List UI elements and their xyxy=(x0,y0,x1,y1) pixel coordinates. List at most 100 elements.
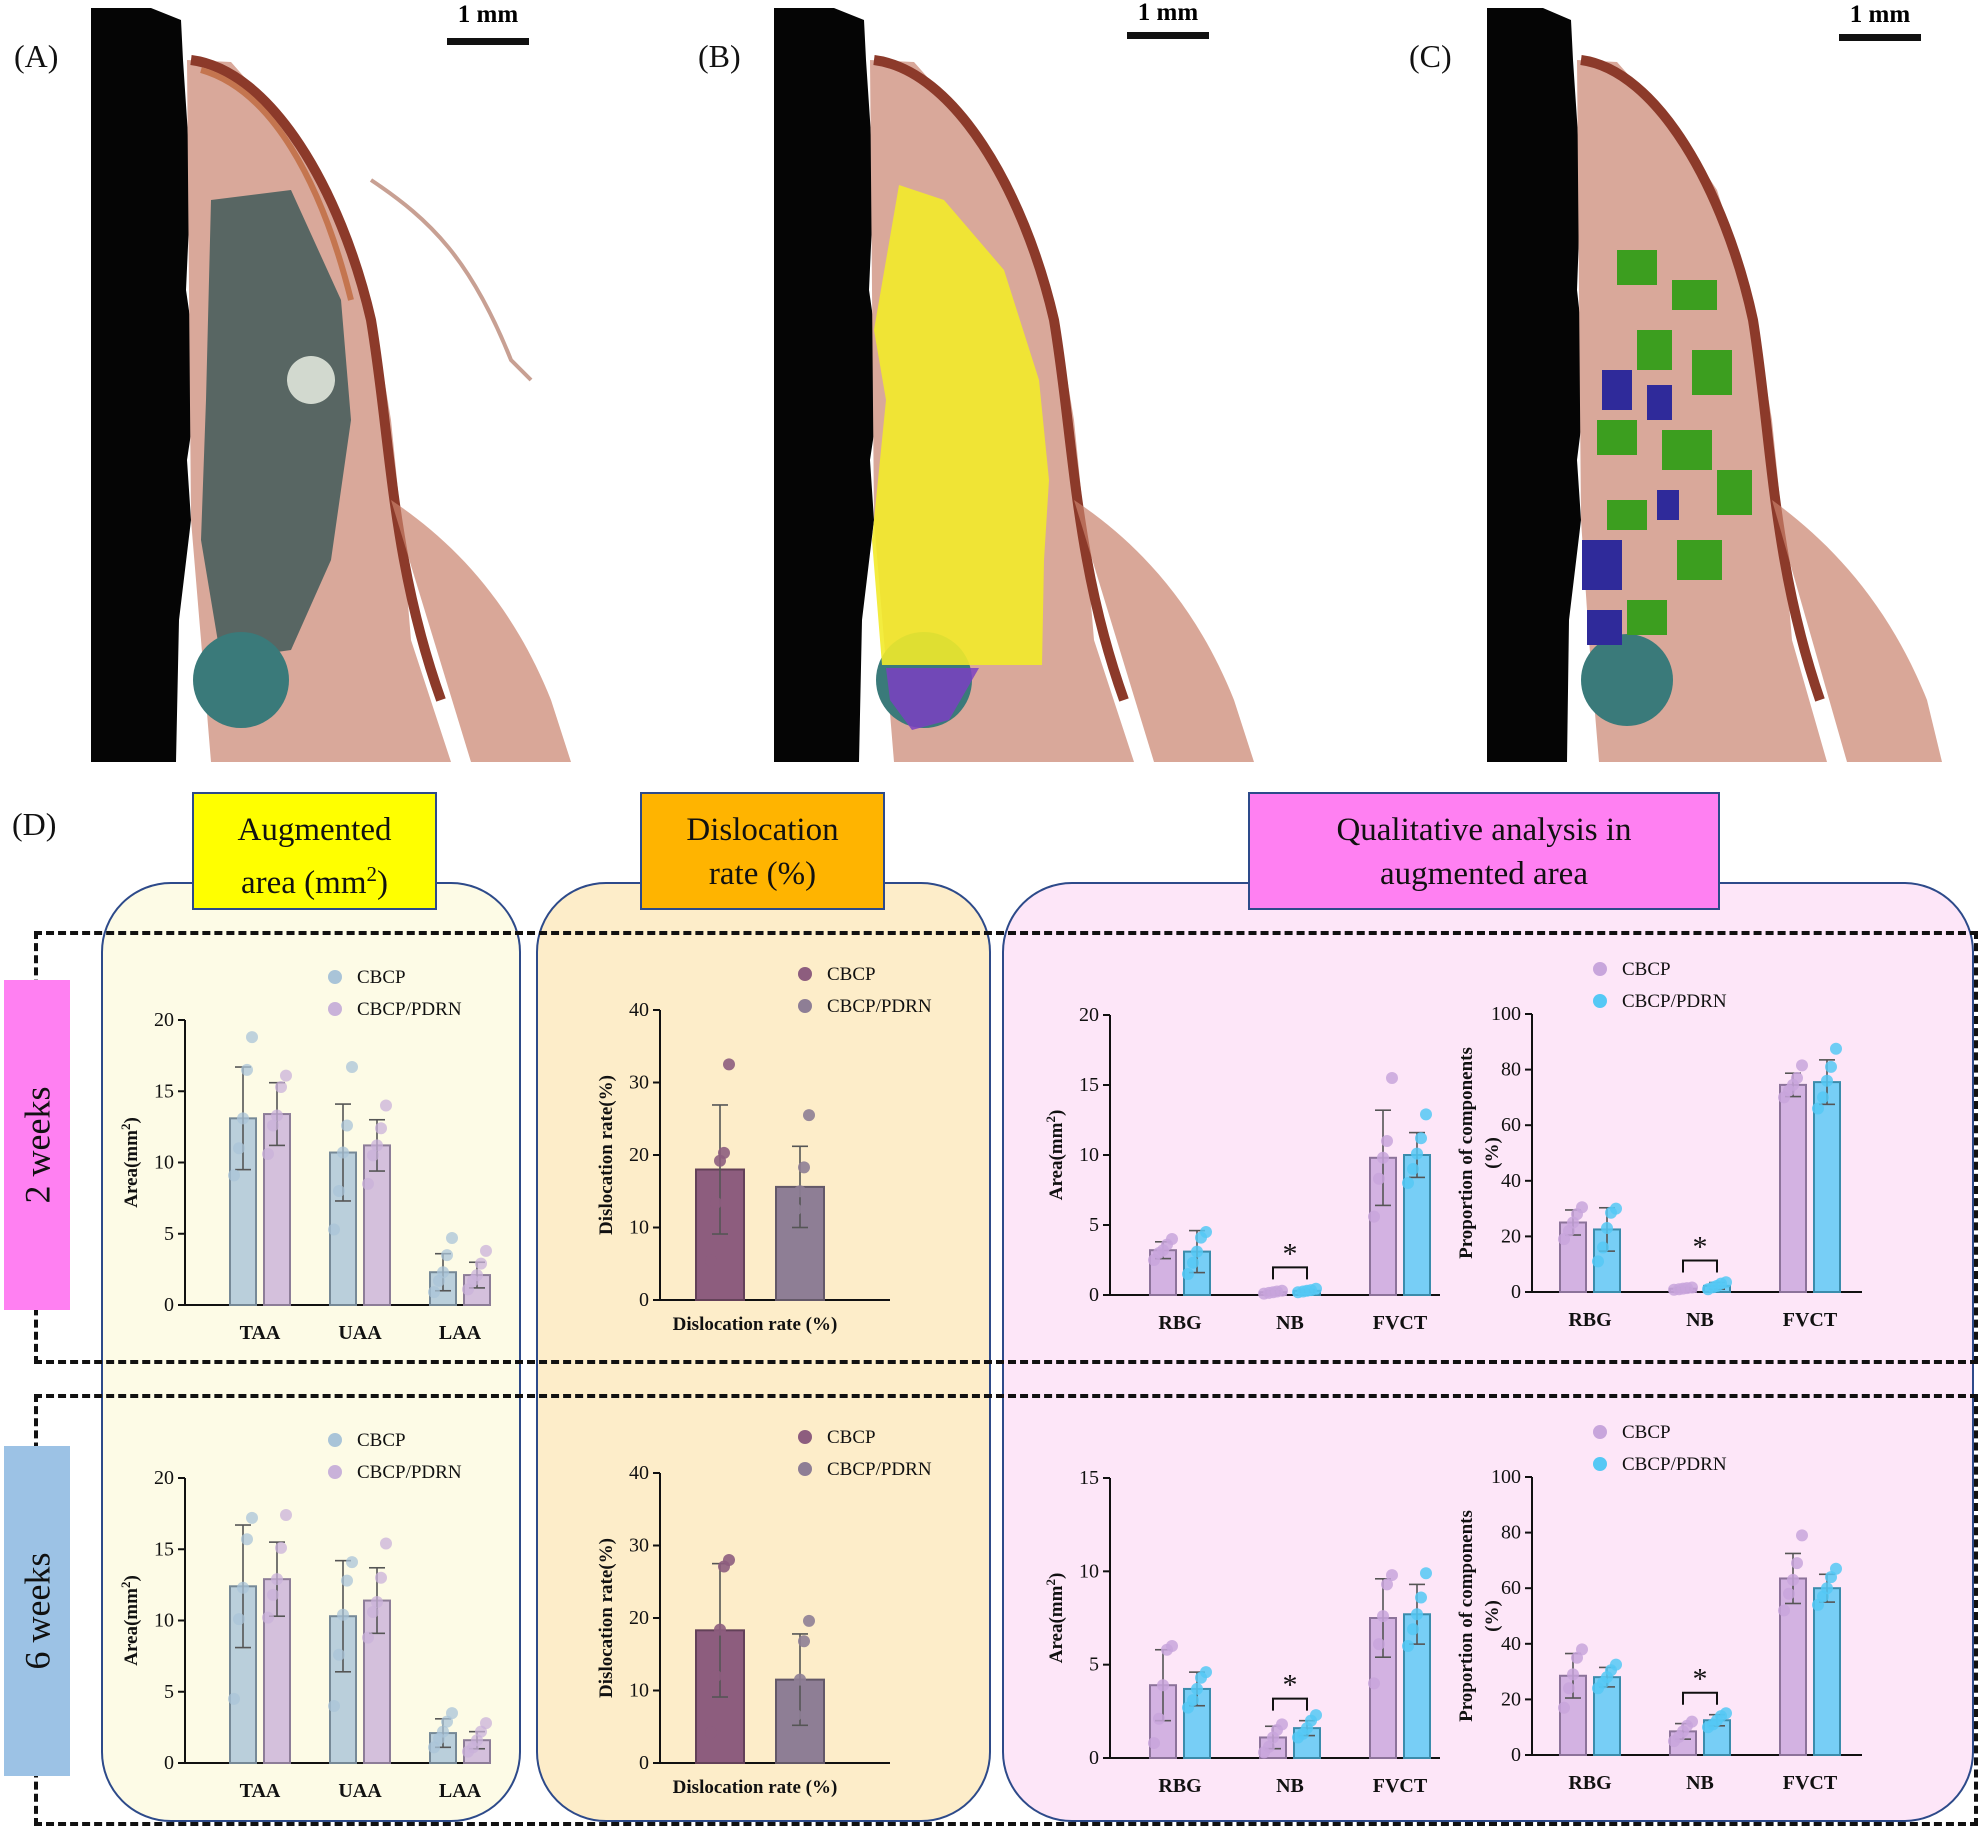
legend-marker xyxy=(328,1433,342,1447)
x-tick-label: RBG xyxy=(1568,1772,1612,1794)
legend-marker xyxy=(1593,962,1607,976)
y-tick-label: 60 xyxy=(1501,1577,1521,1599)
data-point xyxy=(1166,1640,1178,1652)
data-point xyxy=(328,1223,340,1236)
data-point xyxy=(1402,1177,1414,1189)
data-point xyxy=(1796,1529,1808,1542)
x-tick-label: TAA xyxy=(240,1322,281,1344)
data-point xyxy=(437,1725,449,1738)
data-point xyxy=(718,1146,730,1159)
y-tick-label: 15 xyxy=(154,1080,174,1102)
y-tick-label: 0 xyxy=(164,1752,174,1774)
y-tick-label: 20 xyxy=(154,1009,174,1031)
scale-bar-label-b: 1 mm xyxy=(1138,0,1199,26)
data-point xyxy=(1310,1709,1322,1722)
y-tick-label: 15 xyxy=(154,1538,174,1560)
data-point xyxy=(246,1031,258,1044)
data-point xyxy=(1153,1712,1165,1725)
data-point xyxy=(1720,1707,1732,1720)
data-point xyxy=(228,1169,240,1182)
data-point xyxy=(1166,1233,1178,1245)
data-point xyxy=(262,1611,274,1624)
data-point xyxy=(1377,1151,1389,1164)
data-point xyxy=(705,1726,717,1739)
data-point xyxy=(1200,1226,1212,1238)
x-tick-label: FVCT xyxy=(1373,1775,1428,1797)
data-point xyxy=(794,1673,806,1686)
data-point xyxy=(471,1269,483,1282)
y-tick-label: 40 xyxy=(1501,1170,1521,1192)
y-axis-label: Proportion of components (%) xyxy=(1456,1047,1503,1259)
data-point xyxy=(333,1648,345,1661)
data-point xyxy=(790,1203,802,1216)
x-tick-label: RBG xyxy=(1158,1312,1202,1334)
data-point xyxy=(1381,1578,1393,1591)
bar-qp6-cbcp-pdrn-fvct xyxy=(1813,1587,1841,1756)
data-point xyxy=(362,1177,374,1190)
legend-marker xyxy=(1593,1457,1607,1471)
y-tick-label: 60 xyxy=(1501,1114,1521,1136)
scale-bar-label-c: 1 mm xyxy=(1850,1,1911,28)
qualitative-analysis-header: Qualitative analysis in augmented area xyxy=(1248,792,1720,910)
data-point xyxy=(371,1595,383,1608)
y-axis-label: Area(mm2) xyxy=(118,1575,143,1666)
data-point xyxy=(705,1254,717,1267)
x-tick-label: RBG xyxy=(1158,1775,1202,1797)
data-point xyxy=(1420,1567,1432,1580)
legend-marker xyxy=(1593,994,1607,1008)
bar-qp2-cbcp-pdrn-fvct xyxy=(1813,1081,1841,1293)
legend-label: CBCP xyxy=(357,1430,406,1451)
legend-marker xyxy=(798,1462,812,1476)
data-point xyxy=(337,1608,349,1621)
data-point xyxy=(428,1286,440,1299)
data-point xyxy=(1601,1222,1613,1235)
data-point xyxy=(1787,1573,1799,1586)
data-point xyxy=(1373,1172,1385,1185)
data-point xyxy=(723,1058,735,1071)
data-point xyxy=(710,1196,722,1209)
data-point xyxy=(1276,1718,1288,1731)
data-point xyxy=(362,1631,374,1644)
data-point xyxy=(1420,1108,1432,1121)
legend-label: CBCP/PDRN xyxy=(357,1462,462,1483)
data-point xyxy=(233,1613,245,1626)
new-bone-overlay xyxy=(1597,250,1752,635)
data-point xyxy=(371,1139,383,1152)
augmented-area-header-line2: area (mm2) xyxy=(240,862,388,901)
data-point xyxy=(798,1161,810,1174)
legend-label: CBCP xyxy=(827,964,876,985)
panel-c-label: (C) xyxy=(1409,38,1452,74)
legend-marker xyxy=(1593,1425,1607,1439)
y-tick-label: 0 xyxy=(164,1294,174,1316)
data-point xyxy=(1407,1623,1419,1636)
week2-label: 2 weeks xyxy=(4,980,70,1310)
data-point xyxy=(446,1707,458,1720)
data-point xyxy=(1830,1042,1842,1055)
data-point xyxy=(241,1533,253,1546)
qualitative-proportion-6wk-chart: 0 20 40 60 80 100 Proportion of components (%) R… xyxy=(1456,1422,1862,1794)
qualitative-area-6wk-chart: 0 5 10 15 Area(mm2) RBG NB FVCT * xyxy=(1043,1467,1440,1797)
y-tick-label: 5 xyxy=(164,1681,174,1703)
data-point xyxy=(375,1122,387,1135)
data-point xyxy=(1411,1608,1423,1621)
data-point xyxy=(271,1573,283,1586)
x-tick-label: RBG xyxy=(1568,1309,1612,1331)
x-tick-label: FVCT xyxy=(1373,1312,1428,1334)
y-tick-label: 30 xyxy=(629,1072,649,1094)
data-point xyxy=(803,1109,815,1122)
legend-marker xyxy=(328,1465,342,1479)
qualitative-analysis-region xyxy=(1002,882,1974,1822)
y-tick-label: 20 xyxy=(629,1144,649,1166)
x-tick-label: NB xyxy=(1686,1772,1714,1794)
data-point xyxy=(1563,1682,1575,1695)
data-point xyxy=(785,1212,797,1225)
y-tick-label: 100 xyxy=(1491,1003,1521,1025)
x-tick-label: FVCT xyxy=(1783,1309,1838,1331)
week6-label-text: 6 weeks xyxy=(17,1552,57,1670)
data-point xyxy=(1415,1132,1427,1145)
y-tick-label: 20 xyxy=(1079,1004,1099,1026)
histology-image-c: 1 mm xyxy=(1487,0,1977,762)
y-tick-label: 0 xyxy=(1089,1747,1099,1769)
data-point xyxy=(1411,1147,1423,1160)
data-point xyxy=(246,1511,258,1524)
